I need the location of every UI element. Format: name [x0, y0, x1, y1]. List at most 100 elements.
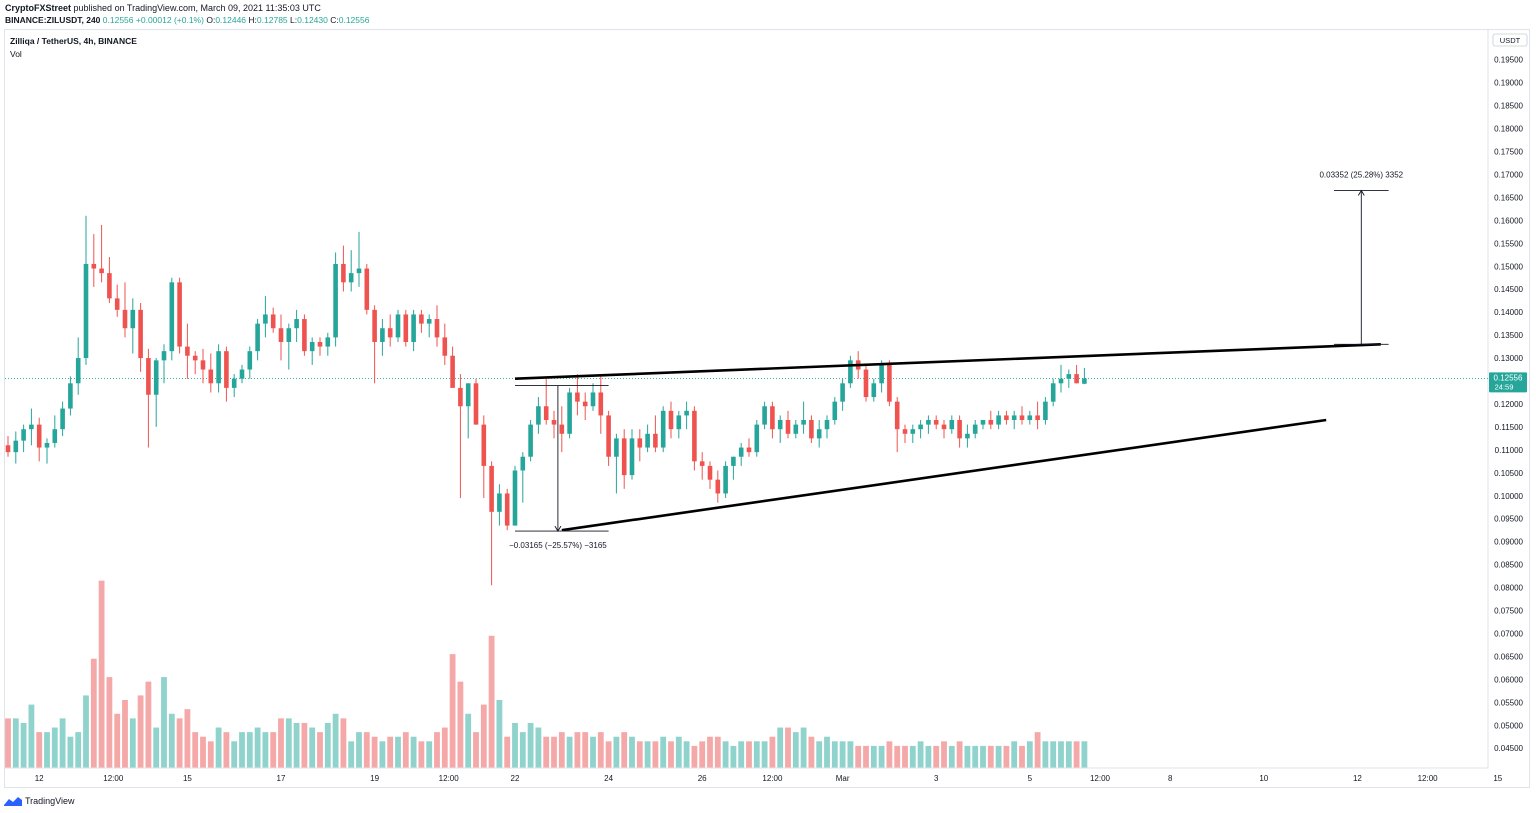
candle-body — [263, 314, 268, 324]
candle — [44, 438, 50, 464]
volume-bar — [145, 681, 152, 768]
candle-body — [980, 420, 986, 425]
volume-bar — [449, 654, 456, 768]
volume-bar — [839, 741, 846, 768]
price-tick-label: 0.13500 — [1494, 331, 1523, 340]
tradingview-logo-icon[interactable] — [4, 796, 22, 806]
volume-bar — [441, 727, 448, 768]
candle-body — [715, 479, 721, 494]
volume-bar — [356, 732, 362, 768]
price-tick-label: 0.14500 — [1494, 285, 1523, 294]
candle-body — [192, 355, 198, 361]
candle — [356, 231, 362, 287]
published-text: published on TradingView.com, March 09, … — [73, 3, 321, 13]
candle-body — [107, 273, 112, 299]
candle — [333, 252, 338, 347]
candle — [1011, 410, 1017, 430]
volume-bar — [894, 745, 901, 768]
volume-bar — [418, 741, 425, 768]
volume-bar — [340, 718, 347, 768]
volume-bar — [590, 736, 596, 768]
candle-body — [481, 424, 487, 466]
candle-body — [528, 424, 533, 457]
candle — [840, 378, 845, 411]
candle-body — [965, 433, 970, 439]
candle-body — [777, 420, 783, 430]
candle-body — [614, 438, 619, 457]
publisher-name[interactable]: CryptoFXStreet — [5, 3, 72, 13]
candle — [699, 452, 705, 480]
candle — [809, 415, 814, 443]
candle — [497, 484, 502, 526]
volume-bar — [519, 732, 526, 768]
candle-body — [536, 406, 541, 425]
volume-bar — [395, 736, 401, 768]
candle-body — [83, 263, 89, 359]
candle — [372, 305, 377, 384]
candle-body — [52, 429, 58, 443]
candle — [933, 415, 939, 430]
candle — [692, 406, 697, 471]
candle — [863, 364, 869, 402]
volume-bar — [1050, 741, 1057, 768]
candle — [1035, 401, 1040, 430]
volume-bar — [176, 718, 183, 768]
candle — [489, 461, 494, 586]
volume-bar — [792, 732, 799, 768]
current-price-countdown: 24:59 — [1495, 382, 1514, 391]
volume-bar — [855, 745, 862, 768]
candle-body — [957, 420, 962, 439]
candle — [36, 417, 42, 462]
candle — [185, 323, 190, 379]
candle — [676, 410, 682, 439]
candle-body — [785, 420, 791, 434]
volume-bar — [480, 704, 487, 768]
candle-body — [746, 447, 752, 453]
candle-body — [309, 341, 315, 352]
candle — [1027, 410, 1033, 425]
price-tick-label: 0.09000 — [1494, 538, 1523, 547]
volume-bar — [122, 700, 128, 768]
tradingview-brand[interactable]: TradingView — [25, 796, 75, 806]
currency-badge: USDT — [1492, 33, 1528, 47]
price-tick-label: 0.05000 — [1494, 721, 1523, 730]
candle-body — [754, 424, 760, 453]
price-tick-label: 0.08000 — [1494, 584, 1523, 593]
price-tick-label: 0.11500 — [1495, 423, 1524, 432]
candle-body — [598, 392, 604, 416]
volume-bar — [106, 677, 113, 768]
close-value: 0.12556 — [338, 15, 370, 25]
candle — [980, 420, 986, 430]
candle — [426, 314, 432, 338]
candle-body — [762, 406, 767, 425]
candle — [403, 309, 409, 347]
measure-up: 0.03352 (25.28%) 3352 — [1319, 171, 1404, 345]
candle — [1066, 369, 1072, 388]
volume-label[interactable]: Vol — [10, 49, 22, 59]
volume-bar — [660, 736, 667, 768]
candle — [153, 358, 159, 427]
volume-bar — [831, 741, 838, 768]
candle-body — [1050, 383, 1056, 402]
candle — [770, 401, 775, 439]
candle-body — [450, 355, 455, 388]
candle — [949, 415, 955, 434]
currency-badge-box — [1492, 33, 1528, 47]
volume-bar — [161, 677, 167, 768]
candle-body — [1074, 374, 1079, 384]
candle-body — [497, 493, 502, 512]
candle — [434, 305, 440, 347]
candle — [894, 397, 900, 453]
candle-body — [177, 282, 182, 347]
volume-bar — [129, 718, 136, 768]
candle-body — [933, 420, 939, 425]
price-tick-label: 0.09500 — [1494, 515, 1523, 524]
volume-bar — [902, 745, 908, 768]
volume-bar — [434, 732, 440, 768]
candle — [871, 378, 877, 402]
symbol-title[interactable]: Zilliqa / TetherUS, 4h, BINANCE — [10, 36, 137, 46]
volume-bar — [309, 727, 316, 768]
candle-body — [871, 383, 877, 398]
volume-bar — [543, 736, 550, 768]
